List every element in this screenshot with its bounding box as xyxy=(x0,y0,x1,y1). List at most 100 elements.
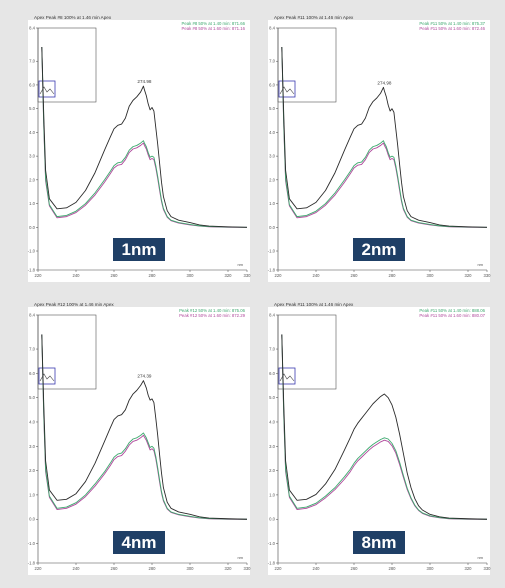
inset-zoom-box xyxy=(38,367,56,385)
x-tick-label: 330 xyxy=(244,273,252,278)
peak-label: 274.98 xyxy=(377,80,391,85)
chart-header: Apex Peak #12 100% at 1.46 min Apex xyxy=(34,302,114,307)
y-tick-label: -1.8 xyxy=(28,561,36,566)
y-tick-label: -1.0 xyxy=(28,249,36,254)
inset-box xyxy=(277,27,337,103)
x-tick-label: 260 xyxy=(351,566,359,571)
y-tick-label: 1.0 xyxy=(269,492,275,497)
x-tick-label: 240 xyxy=(313,273,321,278)
y-tick-label: 6.0 xyxy=(269,82,275,87)
peak-label: 274.98 xyxy=(137,79,151,84)
resolution-tag-label: 2nm xyxy=(362,240,397,259)
y-tick-label: 1.0 xyxy=(269,201,275,206)
legend-entry: Peak #11 50% at 1.40 min: 875.37 xyxy=(419,21,485,26)
x-tick-label: 280 xyxy=(389,566,397,571)
x-tick-label: 330 xyxy=(484,566,492,571)
plot-area xyxy=(28,307,250,575)
peak-label: 274.39 xyxy=(137,374,151,379)
y-tick-label: 3.0 xyxy=(29,444,35,449)
inset-zoom-box xyxy=(278,80,296,98)
series-line-green xyxy=(281,334,488,520)
y-tick-label: 0.0 xyxy=(269,517,275,522)
y-tick-label: 3.0 xyxy=(29,154,35,159)
x-tick-label: 260 xyxy=(351,273,359,278)
inset-box xyxy=(37,27,97,103)
x-tick-label: 220 xyxy=(275,273,283,278)
chart-panel-2nm: Apex Peak #11 100% at 1.46 min Apex 8.4 7.… xyxy=(268,15,491,282)
inset-box xyxy=(37,314,97,390)
series-line-green xyxy=(41,46,248,228)
legend-entry: Peak #11 50% at 1.60 min: 872.46 xyxy=(419,26,485,31)
x-tick-label: 300 xyxy=(427,273,435,278)
legend-entry: Peak #11 50% at 1.40 min: 888.06 xyxy=(419,308,485,313)
resolution-tag xyxy=(353,238,405,261)
y-tick-label: 2.0 xyxy=(29,177,35,182)
x-tick-label: 220 xyxy=(275,566,283,571)
y-tick-label: 8.4 xyxy=(29,313,35,318)
x-tick-label: 300 xyxy=(187,566,195,571)
y-tick-label: 7.0 xyxy=(29,59,35,64)
y-tick-label: -1.8 xyxy=(268,268,276,273)
y-tick-label: -1.0 xyxy=(268,541,276,546)
y-tick-label: 8.4 xyxy=(269,313,275,318)
series-line-apex xyxy=(281,334,488,520)
x-tick-label: 300 xyxy=(187,273,195,278)
x-axis-unit: nm xyxy=(237,262,243,267)
y-tick-label: 1.0 xyxy=(29,201,35,206)
y-tick-label: 0.0 xyxy=(269,225,275,230)
y-tick-label: 7.0 xyxy=(29,347,35,352)
x-tick-label: 240 xyxy=(73,566,81,571)
x-tick-label: 320 xyxy=(465,566,473,571)
y-tick-label: 2.0 xyxy=(269,468,275,473)
legend-entry: Peak #12 50% at 1.60 min: 872.29 xyxy=(179,313,246,318)
y-tick-label: 1.0 xyxy=(29,492,35,497)
inset-zoom-box xyxy=(38,80,56,98)
x-tick-label: 280 xyxy=(389,273,397,278)
chart-panel-8nm: Apex Peak #11 100% at 1.46 min Apex 8.4 7.… xyxy=(268,0,491,575)
y-tick-label: 8.4 xyxy=(29,26,35,31)
y-tick-label: 2.0 xyxy=(29,468,35,473)
y-tick-label: -1.0 xyxy=(28,541,36,546)
x-tick-label: 300 xyxy=(427,566,435,571)
x-tick-label: 280 xyxy=(149,566,157,571)
series-line-green xyxy=(281,46,488,228)
y-tick-label: 0.0 xyxy=(29,517,35,522)
y-tick-label: 5.0 xyxy=(269,395,275,400)
y-tick-label: 5.0 xyxy=(29,395,35,400)
x-tick-label: 220 xyxy=(35,273,43,278)
inset-zoom-box xyxy=(278,367,296,385)
resolution-tag-label: 1nm xyxy=(122,240,157,259)
y-tick-label: 3.0 xyxy=(269,444,275,449)
resolution-tag-label: 4nm xyxy=(122,533,157,552)
chart-header: Apex Peak #11 100% at 1.46 min Apex xyxy=(274,15,354,20)
y-tick-label: 4.0 xyxy=(269,419,275,424)
y-tick-label: 3.0 xyxy=(269,154,275,159)
y-tick-label: 6.0 xyxy=(269,371,275,376)
y-tick-label: 8.4 xyxy=(269,26,275,31)
y-tick-label: 6.0 xyxy=(29,82,35,87)
x-tick-label: 320 xyxy=(465,273,473,278)
x-tick-label: 240 xyxy=(73,273,81,278)
series-line-apex xyxy=(41,334,248,520)
legend-entry: Peak #8 50% at 1.40 min: 871.66 xyxy=(181,21,245,26)
legend-entry: Peak #11 50% at 1.60 min: 880.07 xyxy=(419,313,485,318)
series-line-apex xyxy=(281,46,488,228)
y-tick-label: 7.0 xyxy=(269,59,275,64)
x-tick-label: 330 xyxy=(244,566,252,571)
y-tick-label: 5.0 xyxy=(269,106,275,111)
chart-panel-4nm: Apex Peak #12 100% at 1.46 min Apex 8.4 7.… xyxy=(28,302,251,575)
y-tick-label: 4.0 xyxy=(269,130,275,135)
y-tick-label: 4.0 xyxy=(29,130,35,135)
resolution-tag xyxy=(113,238,165,261)
y-tick-label: -1.0 xyxy=(268,249,276,254)
x-axis-unit: nm xyxy=(237,555,243,560)
y-tick-label: -1.8 xyxy=(268,561,276,566)
x-axis-unit: nm xyxy=(477,555,483,560)
resolution-tag xyxy=(113,531,165,554)
x-tick-label: 320 xyxy=(225,273,233,278)
x-tick-label: 320 xyxy=(225,566,233,571)
legend-entry: Peak #8 50% at 1.60 min: 871.16 xyxy=(181,26,245,31)
x-tick-label: 280 xyxy=(149,273,157,278)
series-line-green xyxy=(41,334,248,520)
x-tick-label: 260 xyxy=(111,566,119,571)
